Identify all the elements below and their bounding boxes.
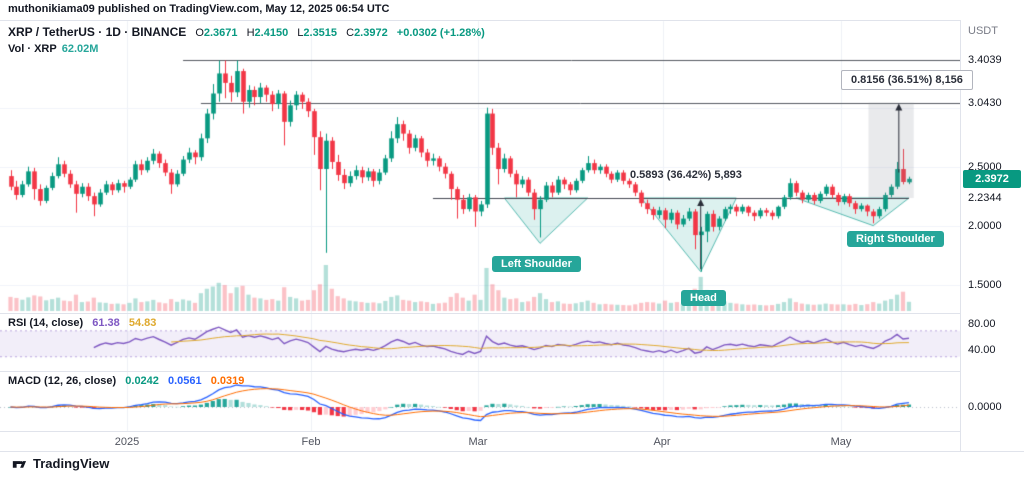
close-label: C bbox=[346, 27, 355, 39]
volume-label[interactable]: Vol · XRP bbox=[8, 43, 57, 55]
low-value: 2.3515 bbox=[303, 27, 338, 39]
tradingview-logo-icon[interactable] bbox=[10, 457, 27, 471]
axis-label-1-5000: 1.5000 bbox=[968, 279, 1002, 291]
time-label-apr: Apr bbox=[653, 436, 671, 448]
footer: TradingView bbox=[10, 456, 109, 471]
rsi-value: 61.38 bbox=[92, 317, 120, 329]
rsi-legend: RSI (14, close) 61.38 54.83 bbox=[8, 317, 156, 329]
macd-hist-value: 0.0242 bbox=[125, 375, 159, 387]
footer-divider bbox=[0, 451, 1024, 452]
macd-label[interactable]: MACD (12, 26, close) bbox=[8, 375, 117, 387]
open-value: 2.3671 bbox=[203, 27, 238, 39]
pane-separator-macd[interactable] bbox=[0, 371, 1024, 372]
high-value: 2.4150 bbox=[254, 27, 289, 39]
time-label-mar: Mar bbox=[468, 436, 488, 448]
macd-signal-value: 0.0319 bbox=[210, 375, 245, 387]
publish-info-text: muthonikiama09 published on TradingView.… bbox=[8, 3, 390, 15]
rsi-label[interactable]: RSI (14, close) bbox=[8, 317, 84, 329]
volume-value: 62.02M bbox=[61, 43, 99, 55]
axis-label-3-4039: 3.4039 bbox=[968, 54, 1002, 66]
time-axis-divider bbox=[0, 431, 1024, 432]
axis-label-macd-0: 0.0000 bbox=[968, 401, 1002, 413]
symbol-title[interactable]: XRP / TetherUS · 1D · BINANCE bbox=[8, 25, 187, 39]
axis-currency-label: USDT bbox=[968, 25, 998, 37]
symbol-legend: XRP / TetherUS · 1D · BINANCE O2.3671 H2… bbox=[8, 25, 485, 55]
measured-move-label[interactable]: 0.5893 (36.42%) 5,893 bbox=[630, 169, 742, 181]
axis-label-2-0000: 2.0000 bbox=[968, 220, 1002, 232]
pane-separator-rsi[interactable] bbox=[0, 313, 1024, 314]
publish-info-bar: muthonikiama09 published on TradingView.… bbox=[8, 3, 389, 15]
macd-legend: MACD (12, 26, close) 0.0242 0.0561 0.031… bbox=[8, 375, 244, 387]
rsi-ma-value: 54.83 bbox=[128, 317, 157, 329]
current-price-badge: 2.3972 bbox=[963, 170, 1021, 188]
header-divider bbox=[0, 20, 1024, 21]
time-label-feb: Feb bbox=[301, 436, 321, 448]
change-value: +0.0302 (+1.28%) bbox=[396, 27, 485, 39]
axis-label-2-2344: 2.2344 bbox=[968, 192, 1002, 204]
price-target-box[interactable]: 0.8156 (36.51%) 8,156 bbox=[841, 70, 973, 90]
head-label[interactable]: Head bbox=[681, 290, 726, 306]
low-label: L bbox=[297, 27, 304, 39]
price-axis[interactable]: USDT 3.4039 3.0430 2.5000 2.3972 2.2344 … bbox=[960, 20, 1024, 451]
axis-label-3-0430: 3.0430 bbox=[968, 97, 1002, 109]
time-label-2025: 2025 bbox=[114, 436, 140, 448]
right-shoulder-label[interactable]: Right Shoulder bbox=[847, 231, 944, 247]
left-shoulder-label[interactable]: Left Shoulder bbox=[492, 256, 581, 272]
axis-label-rsi-40: 40.00 bbox=[968, 344, 996, 356]
open-label: O bbox=[195, 27, 204, 39]
axis-label-rsi-80: 80.00 bbox=[968, 318, 996, 330]
tradingview-brand[interactable]: TradingView bbox=[33, 456, 110, 471]
time-label-may: May bbox=[830, 436, 852, 448]
close-value: 2.3972 bbox=[354, 27, 388, 39]
high-label: H bbox=[246, 27, 255, 39]
macd-line-value: 0.0561 bbox=[167, 375, 202, 387]
